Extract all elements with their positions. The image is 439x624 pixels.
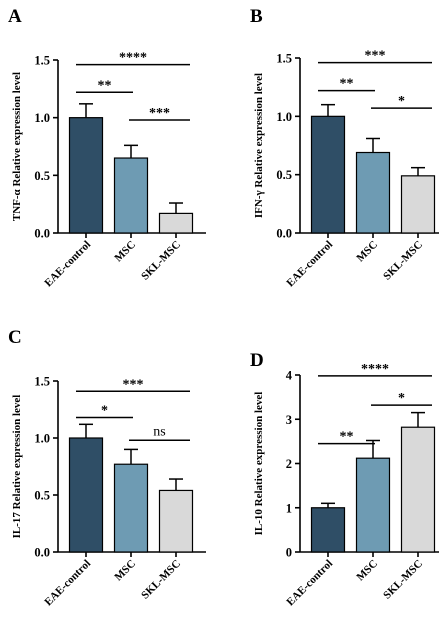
y-tick-label: 0 (286, 546, 292, 560)
x-category-label: SKL-MSC (139, 558, 183, 602)
chart-panel-c: C IL-17 Relative expression level 0.0 0.5 1.… (8, 327, 206, 608)
significance-label: *** (365, 49, 386, 64)
bar-eae-control (68, 117, 104, 234)
x-category-label: MSC (354, 239, 380, 265)
bar-msc (113, 157, 149, 234)
x-category-label: EAE-control (42, 239, 93, 290)
x-category-label: EAE-control (284, 239, 335, 290)
significance-label: ns (153, 424, 165, 439)
y-tick-label: 3 (286, 413, 292, 427)
chart-panel-d: D IL-10 Relative expression level 0 1 2 3 4 EAE… (250, 350, 439, 608)
significance-label: ** (98, 78, 112, 93)
x-category-label: MSC (112, 558, 138, 584)
y-tick-label: 0.5 (276, 168, 292, 182)
y-axis-label: IL-10 Relative expression level (253, 392, 265, 536)
panel-letter: C (8, 327, 22, 348)
x-category-label: MSC (112, 239, 138, 265)
x-category-label: MSC (354, 558, 380, 584)
chart-panel-b: B IFN-γ Relative expression level 0.0 0.5 1.… (250, 6, 439, 289)
x-category-label: SKL-MSC (381, 239, 425, 283)
y-tick-label: 0.0 (276, 227, 292, 241)
significance-label: * (398, 391, 405, 406)
bar-skl-msc (158, 489, 194, 553)
bar-skl-msc (400, 426, 436, 553)
significance-label: * (398, 94, 405, 109)
x-category-label: EAE-control (42, 558, 93, 609)
x-category-label: EAE-control (284, 558, 335, 609)
y-tick-label: 1.5 (276, 52, 292, 66)
panel-letter: A (8, 6, 22, 27)
y-tick-label: 1.0 (34, 111, 50, 125)
significance-label: *** (123, 377, 144, 392)
significance-label: ** (340, 430, 354, 445)
bar-msc (355, 151, 391, 234)
significance-label: **** (361, 362, 389, 377)
x-category-label: SKL-MSC (381, 558, 425, 602)
significance-label: * (101, 403, 108, 418)
bar-eae-control (310, 115, 346, 234)
y-tick-label: 1 (286, 501, 292, 515)
bar-eae-control (310, 507, 346, 553)
y-tick-label: 0.0 (34, 546, 50, 560)
y-axis-label: TNF-α Relative expression level (11, 72, 23, 221)
y-tick-label: 0.5 (34, 169, 50, 183)
bar-msc (355, 457, 391, 553)
panel-letter: D (250, 350, 264, 371)
y-axis-label: IL-17 Relative expression level (11, 395, 23, 539)
bar-msc (113, 463, 149, 553)
panel-letter: B (250, 6, 263, 27)
y-tick-label: 4 (286, 369, 293, 383)
y-tick-label: 1.5 (34, 54, 50, 68)
y-tick-label: 1.0 (34, 432, 50, 446)
y-tick-label: 1.5 (34, 375, 50, 389)
y-tick-label: 1.0 (276, 110, 292, 124)
y-tick-label: 2 (286, 457, 292, 471)
bar-eae-control (68, 437, 104, 553)
chart-panel-a: A TNF-α Relative expression level 0.0 0.5 1.… (8, 6, 206, 289)
y-axis-label: IFN-γ Relative expression level (253, 73, 265, 218)
x-category-label: SKL-MSC (139, 239, 183, 283)
significance-label: *** (149, 106, 170, 121)
y-tick-label: 0.0 (34, 227, 50, 241)
bar-skl-msc (400, 175, 436, 234)
significance-label: **** (119, 51, 147, 66)
significance-label: ** (340, 77, 354, 92)
bar-skl-msc (158, 212, 194, 234)
y-tick-label: 0.5 (34, 489, 50, 503)
